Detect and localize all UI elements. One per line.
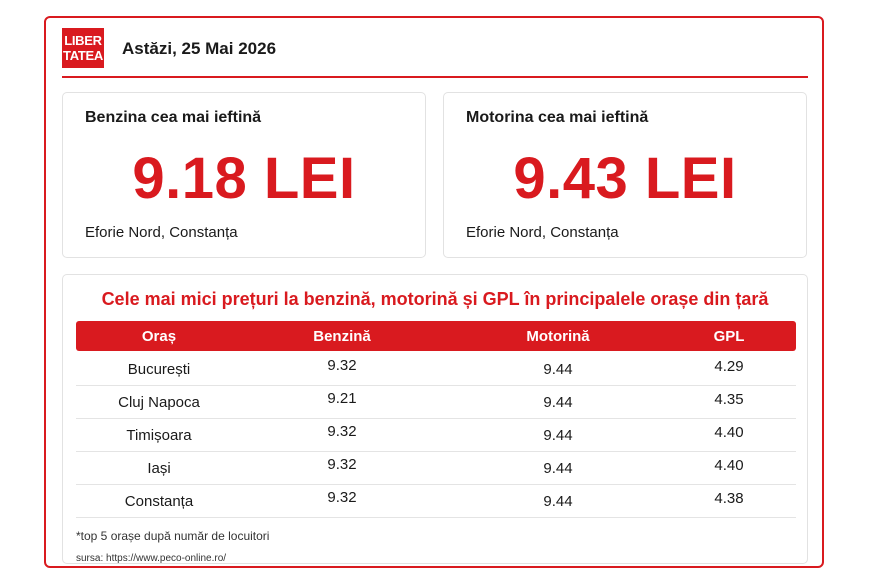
cell-diesel: 9.44: [543, 427, 573, 444]
libertatea-logo: LIBER TATEA: [62, 28, 104, 68]
prices-table-card: Cele mai mici prețuri la benzină, motori…: [62, 274, 808, 564]
header-city: Oraș: [141, 328, 177, 345]
cell-city: Constanța: [124, 493, 194, 510]
cell-gasoline: 9.32: [327, 456, 357, 473]
cell-lpg: 4.38: [714, 490, 744, 507]
card-location: Eforie Nord, Constanța: [466, 224, 619, 241]
cheapest-gasoline-card: Benzina cea mai ieftină 9.18 LEI Eforie …: [62, 92, 426, 258]
cell-diesel: 9.44: [543, 493, 573, 510]
table-row: Cluj Napoca 9.21 9.44 4.35: [76, 386, 796, 419]
header-divider: [62, 76, 808, 78]
table-row: București 9.32 9.44 4.29: [76, 353, 796, 386]
cell-gasoline: 9.32: [327, 489, 357, 506]
logo-line1: LIBER: [64, 33, 102, 48]
card-price: 9.18 LEI: [132, 146, 356, 211]
table-header-row: Oraș Benzină Motorină GPL: [76, 321, 796, 351]
date-label: Astăzi, 25 Mai 2026: [122, 39, 277, 58]
cheapest-diesel-card: Motorina cea mai ieftină 9.43 LEI Eforie…: [443, 92, 807, 258]
cell-gasoline: 9.21: [327, 390, 357, 407]
header: LIBER TATEA Astăzi, 25 Mai 2026: [62, 26, 808, 74]
logo-line2: TATEA: [63, 48, 103, 63]
cell-lpg: 4.40: [714, 424, 744, 441]
table-row: Iași 9.32 9.44 4.40: [76, 452, 796, 485]
card-location: Eforie Nord, Constanța: [85, 224, 238, 241]
cell-lpg: 4.29: [714, 358, 744, 375]
card-price: 9.43 LEI: [513, 146, 737, 211]
header-diesel: Motorină: [526, 328, 590, 345]
cell-diesel: 9.44: [543, 361, 573, 378]
cell-gasoline: 9.32: [327, 423, 357, 440]
cell-city: Timișoara: [126, 427, 192, 444]
cell-lpg: 4.35: [714, 391, 744, 408]
infographic-frame: LIBER TATEA Astăzi, 25 Mai 2026 Benzina …: [44, 16, 824, 568]
table-title: Cele mai mici prețuri la benzină, motori…: [101, 289, 769, 309]
source-note: sursa: https://www.peco-online.ro/: [76, 553, 227, 564]
table-row: Timișoara 9.32 9.44 4.40: [76, 419, 796, 452]
cell-city: Cluj Napoca: [118, 394, 200, 411]
cell-city: București: [127, 361, 191, 378]
cell-lpg: 4.40: [714, 457, 744, 474]
cell-gasoline: 9.32: [327, 357, 357, 374]
card-title: Motorina cea mai ieftină: [466, 109, 649, 126]
cell-diesel: 9.44: [543, 394, 573, 411]
header-lpg: GPL: [713, 328, 745, 345]
table-row: Constanța 9.32 9.44 4.38: [76, 485, 796, 518]
footnote: *top 5 orașe după număr de locuitori: [76, 529, 270, 543]
card-title: Benzina cea mai ieftină: [85, 109, 262, 126]
cell-city: Iași: [147, 460, 171, 477]
cell-diesel: 9.44: [543, 460, 573, 477]
header-gasoline: Benzină: [313, 328, 371, 345]
